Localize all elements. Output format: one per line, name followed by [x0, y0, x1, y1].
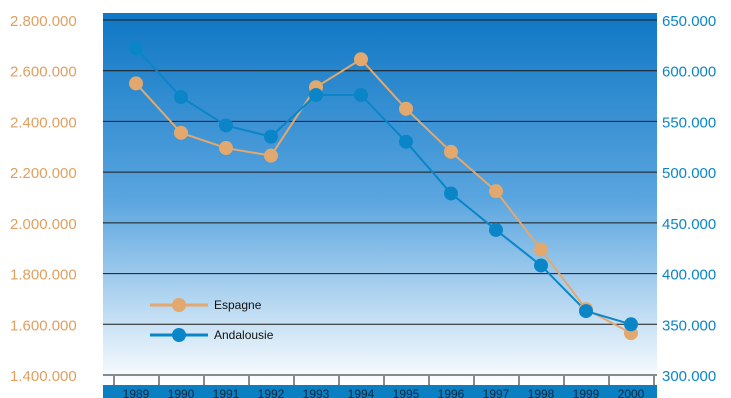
legend: Espagne Andalousie: [150, 298, 274, 342]
x-axis-ticks: 1989 1990 1991 1992 1993 1994 1995 1996 1997 1998…: [113, 376, 655, 398]
x-tick-label: 1998: [528, 387, 555, 398]
data-point-andalousie: [264, 129, 278, 144]
data-point-espagne: [354, 52, 368, 67]
legend-label: Andalousie: [214, 328, 274, 342]
data-point-espagne: [129, 76, 143, 91]
data-point-andalousie: [219, 118, 233, 133]
data-point-andalousie: [309, 88, 323, 103]
x-axis-band: [103, 385, 657, 398]
x-tick-label: 2000: [618, 387, 645, 398]
data-point-andalousie: [579, 304, 593, 319]
data-point-espagne: [534, 242, 548, 257]
left-tick-label: 2.400.000: [10, 114, 77, 131]
x-tick-label: 1999: [573, 387, 600, 398]
data-point-andalousie: [174, 90, 188, 105]
left-tick-label: 1.800.000: [10, 267, 77, 284]
right-tick-label: 600.000: [662, 64, 716, 81]
data-point-espagne: [174, 125, 188, 140]
data-point-andalousie: [444, 186, 458, 201]
x-tick-label: 1994: [348, 387, 375, 398]
left-tick-label: 2.600.000: [10, 64, 77, 81]
right-tick-label: 300.000: [662, 368, 716, 385]
x-tick-label: 1995: [393, 387, 420, 398]
data-point-andalousie: [489, 222, 503, 237]
data-point-espagne: [219, 141, 233, 156]
data-point-andalousie: [534, 258, 548, 273]
right-tick-label: 500.000: [662, 165, 716, 182]
right-tick-label: 400.000: [662, 267, 716, 284]
legend-marker: [172, 328, 186, 342]
x-tick-label: 1989: [123, 387, 150, 398]
data-point-espagne: [399, 101, 413, 116]
gridlines: [103, 19, 657, 376]
right-tick-label: 350.000: [662, 317, 716, 334]
right-tick-label: 550.000: [662, 114, 716, 131]
left-tick-label: 2.200.000: [10, 165, 77, 182]
right-axis-ticks: 300.000 350.000 400.000 450.000 500.000 550.0…: [662, 13, 716, 385]
left-tick-label: 1.400.000: [10, 368, 77, 385]
x-tick-label: 1996: [438, 387, 465, 398]
x-tick-label: 1993: [303, 387, 330, 398]
right-tick-label: 650.000: [662, 13, 716, 30]
left-tick-label: 2.000.000: [10, 216, 77, 233]
data-point-espagne: [489, 184, 503, 199]
right-tick-label: 450.000: [662, 216, 716, 233]
data-point-espagne: [264, 148, 278, 163]
series-lines: [129, 41, 638, 341]
x-tick-label: 1992: [258, 387, 285, 398]
data-point-espagne: [444, 144, 458, 159]
plot-background: [103, 13, 657, 385]
left-tick-label: 2.800.000: [10, 13, 77, 30]
data-point-andalousie: [624, 317, 638, 332]
series-line-andalousie: [135, 47, 632, 326]
x-tick-label: 1997: [483, 387, 510, 398]
data-point-andalousie: [399, 134, 413, 149]
legend-marker: [172, 298, 186, 312]
series-line-espagne: [135, 58, 632, 335]
x-tick-label: 1990: [168, 387, 195, 398]
x-tick-label: 1991: [213, 387, 240, 398]
data-point-andalousie: [354, 88, 368, 103]
data-point-andalousie: [129, 41, 143, 56]
left-axis-ticks: 1.400.000 1.600.000 1.800.000 2.000.000 2.20…: [10, 13, 77, 385]
legend-label: Espagne: [214, 298, 262, 312]
left-tick-label: 1.600.000: [10, 317, 77, 334]
